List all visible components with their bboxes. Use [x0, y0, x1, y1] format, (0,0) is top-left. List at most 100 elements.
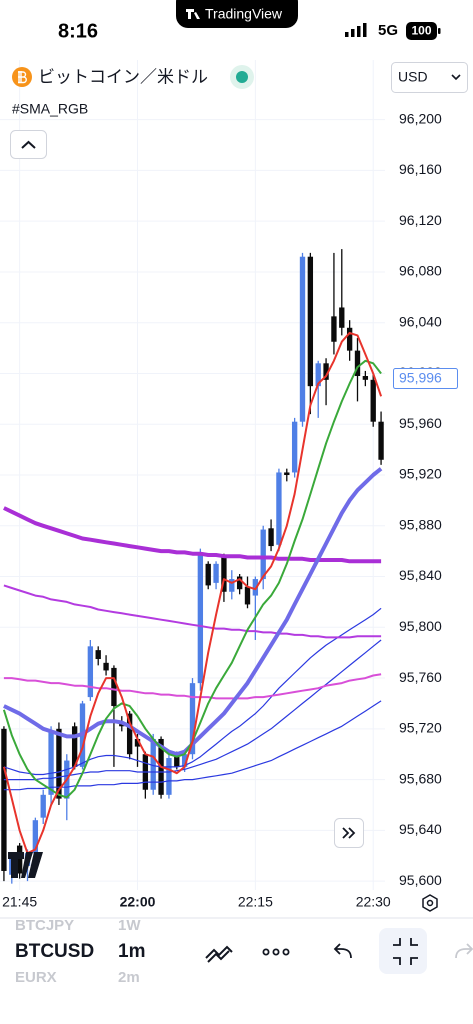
candle-body [174, 756, 180, 767]
y-tick-label: 95,760 [399, 669, 442, 685]
candle-body [95, 650, 101, 660]
prev-interval[interactable]: 1W [118, 917, 141, 934]
last-price-box [393, 368, 458, 390]
drawing-tool[interactable] [205, 945, 233, 963]
candle-body [197, 553, 204, 684]
symbol-title[interactable]: ビットコイン／米ドル [38, 67, 208, 86]
more-button[interactable] [262, 948, 290, 956]
candle-body [181, 754, 188, 767]
y-tick-label: 96,040 [399, 313, 442, 329]
candle-body [331, 316, 337, 342]
moving-average [3, 584, 382, 639]
candle-body [268, 528, 274, 547]
y-tick-label: 95,840 [399, 567, 442, 583]
candle-body [252, 579, 259, 596]
tv-logo [186, 9, 200, 19]
settings-button[interactable] [422, 894, 438, 912]
collapse-button[interactable] [10, 130, 47, 159]
candle-body [189, 683, 196, 755]
candle-body [1, 728, 7, 871]
candle-body [244, 586, 251, 605]
app-name: TradingView [205, 6, 283, 22]
scroll-icon [342, 827, 356, 839]
candle-body [354, 350, 361, 377]
next-interval[interactable]: 2m [118, 969, 140, 986]
candle-body [119, 723, 125, 727]
interval[interactable]: 1m [118, 941, 145, 962]
y-tick-label: 95,680 [399, 770, 442, 786]
candle-body [48, 731, 54, 795]
candle-body [315, 363, 321, 387]
candle-body [284, 472, 290, 475]
axes: 95,600 95,640 95,680 95,720 95,760 95,800 95,8… [2, 110, 458, 910]
x-tick-label: 22:00 [120, 894, 156, 910]
battery-level: 100 [411, 24, 431, 38]
currency-select[interactable] [391, 62, 468, 93]
grid [0, 60, 385, 890]
settings-dot [426, 899, 434, 907]
bitcoin-glyph [18, 71, 27, 84]
y-tick-label: 95,800 [399, 618, 442, 634]
candle-body [339, 307, 345, 328]
fullscreen-bg[interactable] [379, 928, 427, 974]
candle-body [16, 845, 23, 874]
redo-button[interactable] [455, 943, 473, 959]
candle-body [71, 726, 78, 767]
candle-body [346, 327, 353, 351]
plot [1, 249, 384, 884]
chevron-up [21, 140, 36, 149]
y-tick-label: 95,960 [399, 415, 442, 431]
candle-body [370, 379, 376, 422]
moving-average [2, 331, 383, 855]
signal-icon [345, 23, 367, 37]
candle-body [229, 579, 235, 592]
indicator-name[interactable]: #SMA_RGB [12, 101, 88, 117]
next-symbol[interactable]: EURX [15, 969, 57, 986]
moving-average [3, 673, 382, 700]
x-tick-label: 22:30 [356, 894, 391, 910]
y-tick-label: 95,880 [399, 516, 442, 532]
candle-body [362, 376, 369, 380]
x-tick-label: 22:15 [238, 894, 273, 910]
candle-body [378, 421, 384, 460]
y-tick-label: 96,160 [399, 161, 442, 177]
candle-body [40, 794, 46, 818]
candle-body [103, 662, 109, 671]
y-tick-label: 95,720 [399, 720, 442, 736]
candle-body [221, 557, 227, 592]
battery [406, 22, 437, 40]
candle-body [236, 576, 243, 590]
candle-body [323, 363, 329, 380]
y-tick-label: 95,920 [399, 466, 442, 482]
candle-body [166, 758, 172, 795]
network: 5G [378, 22, 398, 39]
candle-body [126, 713, 133, 755]
market-status [236, 71, 248, 83]
fullscreen-icon [393, 938, 418, 965]
battery-tip [438, 28, 441, 34]
candle-body [213, 563, 219, 583]
y-tick-label: 95,600 [399, 872, 442, 888]
candle-body [87, 646, 94, 698]
prev-symbol[interactable]: BTCJPY [15, 917, 74, 934]
x-tick-label: 21:45 [2, 894, 37, 910]
moving-average [3, 700, 382, 791]
candle-body [32, 820, 39, 854]
y-tick-label: 96,080 [399, 263, 442, 279]
y-tick-label: 95,640 [399, 821, 442, 837]
symbol[interactable]: BTCUSD [15, 941, 94, 962]
undo-button[interactable] [333, 943, 352, 959]
candle-body [56, 728, 62, 799]
candle-body [299, 256, 306, 422]
candle-body [276, 472, 282, 545]
dropdown-chevron [451, 74, 461, 81]
app-pill [176, 0, 298, 28]
candle-body [111, 667, 117, 706]
watermark [8, 852, 43, 878]
candle-body [150, 738, 156, 790]
status-time: 8:16 [58, 20, 98, 42]
y-tick-label: 96,200 [399, 110, 442, 126]
